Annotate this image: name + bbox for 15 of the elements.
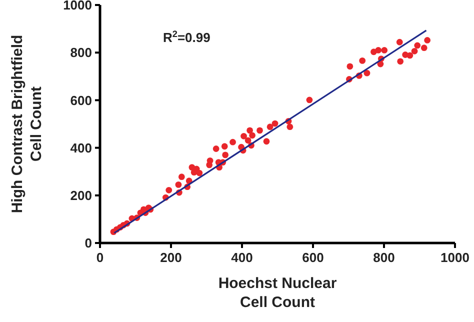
- x-tick-label: 1000: [440, 250, 470, 265]
- x-tick-label: 400: [231, 250, 253, 265]
- x-tick-label: 200: [160, 250, 182, 265]
- y-tick-label: 1000: [63, 0, 92, 13]
- y-tick-label: 200: [70, 188, 92, 203]
- x-tick-label: 600: [302, 250, 324, 265]
- y-tick-label: 400: [70, 140, 92, 156]
- annotation: R$^{2}$=0.99: [163, 29, 210, 45]
- y-tick-label: 0: [84, 236, 92, 251]
- x-tick-label: 800: [373, 250, 395, 265]
- y-axis-title: High Contrast Brightfield Cell Count: [9, 34, 45, 214]
- y-tick-label: 800: [70, 45, 92, 60]
- x-axis-title: Hoechst Nuclear Cell Count: [218, 275, 337, 311]
- x-tick-label: 0: [96, 250, 104, 265]
- y-tick-label: 600: [70, 92, 92, 108]
